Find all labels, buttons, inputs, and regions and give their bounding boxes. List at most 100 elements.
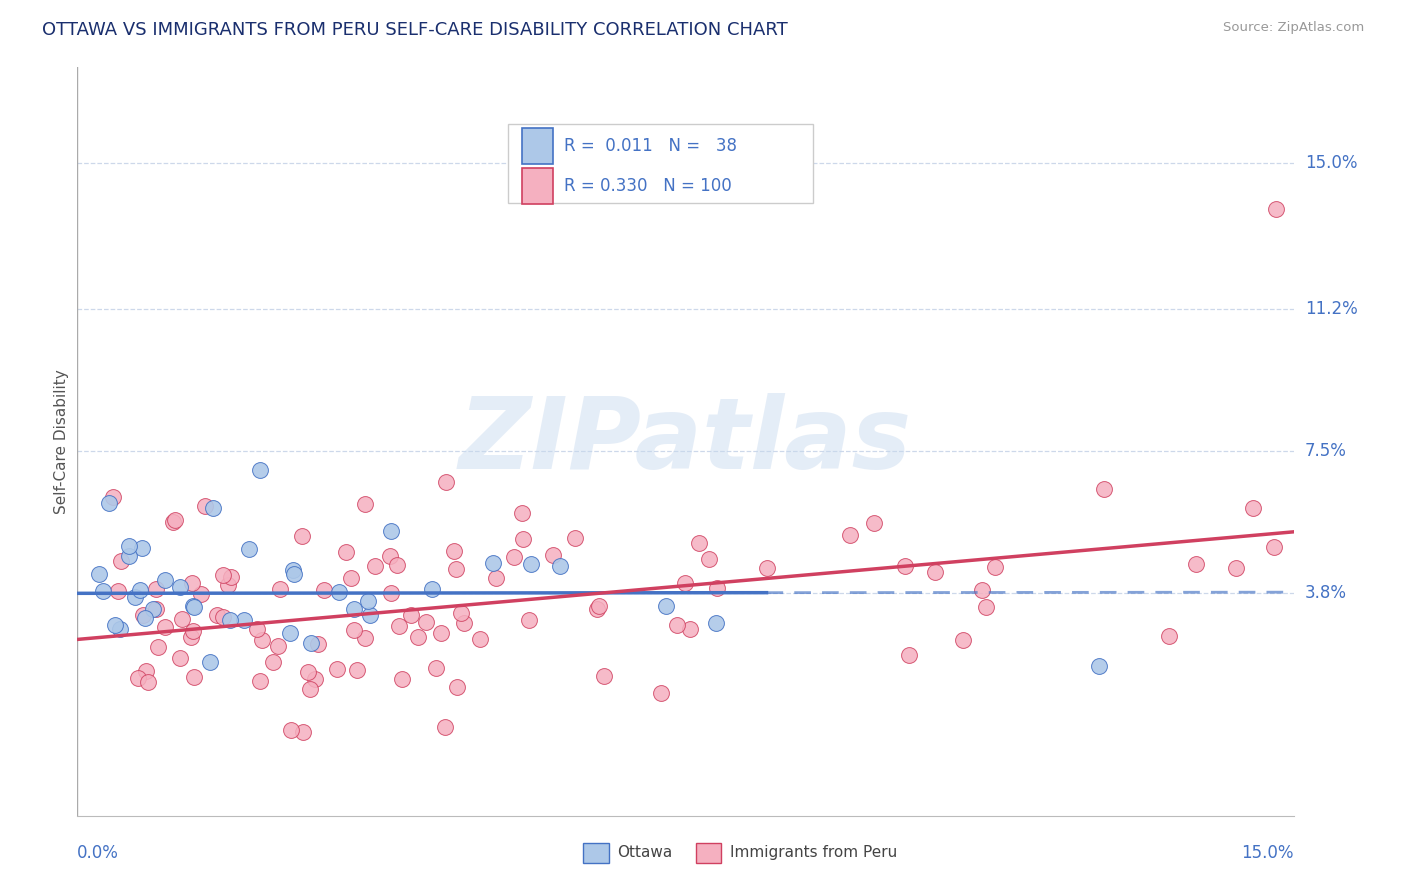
Point — [359, 608, 381, 623]
Point — [894, 559, 917, 574]
Point — [446, 681, 468, 695]
Point — [343, 602, 366, 616]
Point — [408, 630, 430, 644]
Text: 0.0%: 0.0% — [77, 844, 120, 862]
Point — [219, 570, 242, 584]
Point — [212, 610, 235, 624]
Point — [129, 583, 152, 598]
Point — [132, 607, 155, 622]
Text: ZIPatlas: ZIPatlas — [458, 393, 912, 490]
Point — [145, 602, 167, 616]
Point — [434, 720, 457, 734]
Point — [380, 586, 402, 600]
Point — [267, 640, 290, 654]
Point — [198, 656, 221, 670]
Text: R =  0.011   N =   38: R = 0.011 N = 38 — [564, 137, 737, 155]
Point — [135, 665, 157, 679]
Point — [291, 529, 314, 543]
Point — [1241, 501, 1264, 516]
Point — [586, 601, 609, 615]
Text: 7.5%: 7.5% — [1305, 442, 1347, 460]
Point — [1263, 540, 1285, 554]
Point — [269, 582, 291, 596]
Point — [190, 586, 212, 600]
Point — [974, 599, 997, 614]
Text: OTTAWA VS IMMIGRANTS FROM PERU SELF-CARE DISABILITY CORRELATION CHART: OTTAWA VS IMMIGRANTS FROM PERU SELF-CARE… — [42, 21, 787, 39]
Point — [510, 506, 533, 520]
Point — [512, 533, 534, 547]
Point — [124, 591, 146, 605]
Point — [163, 513, 186, 527]
Point — [704, 616, 727, 631]
Point — [1088, 659, 1111, 673]
Point — [298, 682, 321, 697]
Point — [108, 623, 131, 637]
Point — [98, 496, 121, 510]
Text: 15.0%: 15.0% — [1241, 844, 1294, 862]
Point — [898, 648, 921, 662]
Point — [181, 599, 204, 613]
Point — [169, 580, 191, 594]
Point — [335, 545, 357, 559]
Point — [346, 663, 368, 677]
Point — [217, 577, 239, 591]
Point — [839, 528, 862, 542]
Point — [104, 618, 127, 632]
Point — [1159, 629, 1181, 643]
Point — [1092, 482, 1115, 496]
Point — [354, 497, 377, 511]
Point — [193, 500, 215, 514]
Point — [127, 671, 149, 685]
Text: R = 0.330   N = 100: R = 0.330 N = 100 — [564, 177, 733, 194]
Point — [145, 582, 167, 596]
Point — [385, 558, 408, 572]
Point — [312, 583, 335, 598]
Point — [162, 515, 184, 529]
Point — [181, 576, 204, 591]
Point — [142, 602, 165, 616]
Point — [665, 618, 688, 632]
Point — [246, 622, 269, 636]
Point — [281, 563, 304, 577]
Point — [444, 561, 467, 575]
Text: 3.8%: 3.8% — [1305, 584, 1347, 602]
Point — [972, 583, 994, 598]
Point — [697, 552, 720, 566]
Point — [391, 672, 413, 686]
Point — [238, 542, 260, 557]
Point — [134, 611, 156, 625]
Point — [202, 500, 225, 515]
Point — [364, 558, 387, 573]
Text: Source: ZipAtlas.com: Source: ZipAtlas.com — [1223, 21, 1364, 35]
Point — [107, 583, 129, 598]
Point — [952, 633, 974, 648]
Point — [517, 613, 540, 627]
Point — [1185, 557, 1208, 571]
Point — [252, 632, 274, 647]
Point — [356, 594, 378, 608]
Point — [1225, 561, 1247, 575]
Point — [297, 665, 319, 680]
Point — [307, 637, 329, 651]
Point — [326, 662, 349, 676]
Point — [101, 490, 124, 504]
Point — [131, 541, 153, 556]
Point — [155, 573, 177, 587]
Point — [399, 608, 422, 623]
Point — [340, 571, 363, 585]
Y-axis label: Self-Care Disability: Self-Care Disability — [53, 369, 69, 514]
Point — [233, 613, 256, 627]
Point — [593, 669, 616, 683]
Point — [588, 599, 610, 613]
Point — [110, 554, 132, 568]
Point — [249, 673, 271, 688]
Point — [434, 475, 457, 490]
Point — [388, 619, 411, 633]
Point — [468, 632, 491, 647]
Point — [654, 599, 676, 614]
Point — [415, 615, 437, 629]
Text: Ottawa: Ottawa — [617, 846, 672, 860]
Text: Immigrants from Peru: Immigrants from Peru — [730, 846, 897, 860]
Point — [519, 557, 541, 571]
Point — [212, 568, 235, 582]
